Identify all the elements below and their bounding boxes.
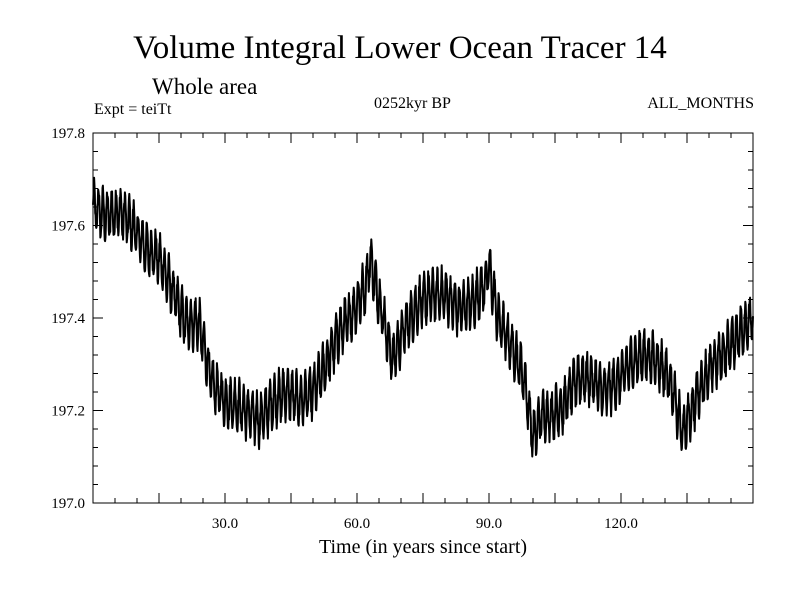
y-tick-label: 197.4 [51,311,85,327]
months-label: ALL_MONTHS [647,95,754,112]
y-tick-label: 197.2 [51,404,85,420]
y-tick-label: 197.6 [51,219,85,235]
x-axis-label: Time (in years since start) [318,536,528,558]
x-tick-label: 120.0 [604,516,638,532]
period-label: 0252kyr BP [374,95,451,112]
axis-tick-labels: 30.0 60.0 90.0 120.0 197.0 197.2 197.4 197.6 197… [51,126,638,532]
series-line-tracer-14 [92,176,754,458]
x-tick-label: 60.0 [344,516,370,532]
chart-subtitle: Whole area [152,74,258,99]
x-tick-label: 30.0 [212,516,238,532]
y-tick-label: 197.8 [51,126,85,142]
chart-title: Volume Integral Lower Ocean Tracer 14 [133,30,667,66]
y-tick-label: 197.0 [51,496,85,512]
experiment-label: Expt = teiTt [94,101,172,118]
x-tick-label: 90.0 [476,516,502,532]
plot-frame [92,132,754,504]
